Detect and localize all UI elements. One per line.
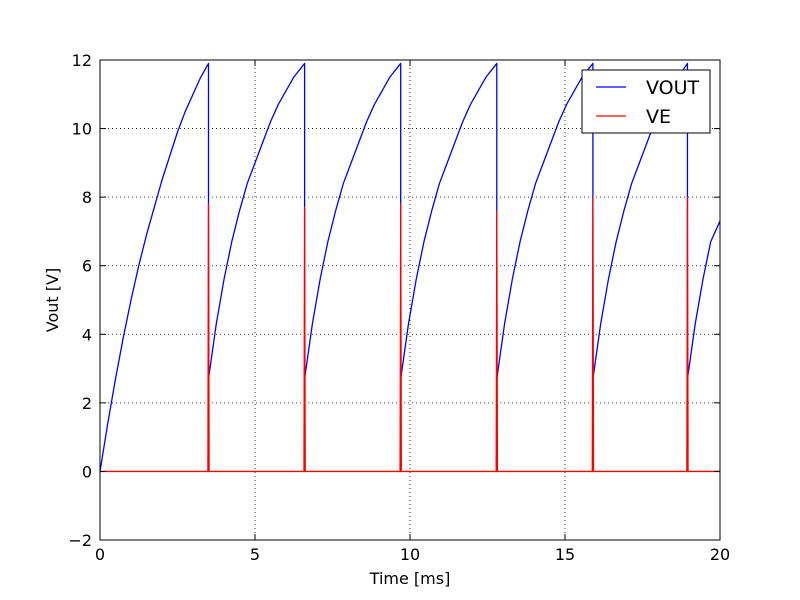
y-tick-label: 0 (82, 462, 92, 481)
x-axis-label: Time [ms] (369, 569, 451, 588)
y-tick-label: 10 (72, 120, 92, 139)
x-tick-label: 0 (95, 545, 105, 564)
y-tick-label: −2 (68, 531, 92, 550)
legend-label-ve: VE (646, 106, 671, 128)
legend-label-vout: VOUT (646, 77, 700, 99)
y-tick-label: 6 (82, 257, 92, 276)
series-line-ve (100, 196, 720, 473)
series-layer (99, 62, 721, 473)
x-tick-label: 15 (555, 545, 575, 564)
y-axis-label: Vout [V] (43, 268, 62, 332)
y-tick-label: 4 (82, 325, 92, 344)
y-tick-label: 12 (72, 51, 92, 70)
legend-box (581, 69, 711, 134)
x-tick-label: 10 (400, 545, 420, 564)
x-tick-label: 5 (250, 545, 260, 564)
y-tick-label: 2 (82, 394, 92, 413)
ticks (99, 59, 721, 541)
legend: VOUT VE (581, 69, 711, 134)
y-tick-label: 8 (82, 188, 92, 207)
x-tick-label: 20 (710, 545, 730, 564)
